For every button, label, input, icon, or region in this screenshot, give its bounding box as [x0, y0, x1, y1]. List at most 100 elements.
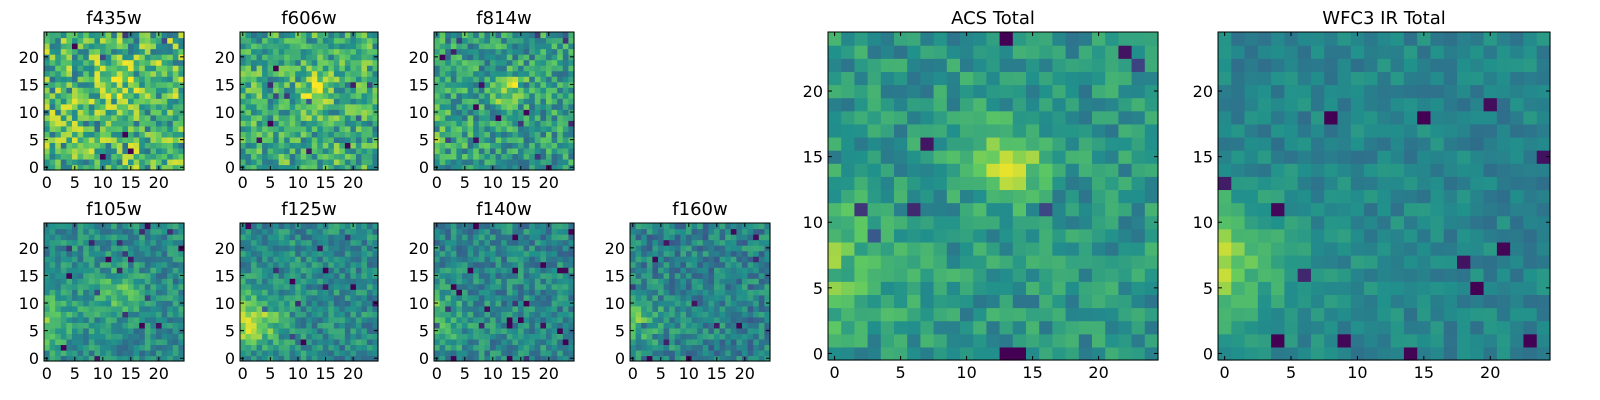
heatmap-cell: [251, 261, 258, 268]
heatmap-cell: [506, 81, 513, 88]
heatmap-cell: [445, 48, 452, 55]
heatmap-cell: [167, 131, 174, 138]
heatmap-cell: [245, 267, 252, 274]
heatmap-cell: [150, 76, 157, 83]
heatmap-cell: [1105, 281, 1119, 295]
heatmap-cell: [920, 281, 935, 295]
heatmap-cell: [94, 131, 101, 138]
heatmap-cell: [178, 70, 185, 77]
heatmap-cell: [94, 37, 101, 44]
x-tick-label: 10: [288, 364, 308, 383]
heatmap-cell: [920, 268, 935, 282]
heatmap-cell: [462, 120, 469, 127]
heatmap-cell: [111, 305, 118, 312]
heatmap-cell: [295, 131, 302, 138]
heatmap-cell: [540, 136, 547, 143]
heatmap-cell: [300, 261, 307, 268]
heatmap-cell: [144, 278, 151, 285]
heatmap-cell: [311, 158, 318, 166]
heatmap-cell: [641, 256, 648, 263]
heatmap-cell: [490, 54, 497, 61]
heatmap-cell: [267, 92, 274, 99]
heatmap-cell: [100, 54, 107, 61]
heatmap-cell: [506, 311, 513, 318]
heatmap-cell: [278, 327, 285, 334]
heatmap-cell: [1131, 346, 1146, 361]
heatmap-cell: [339, 136, 346, 143]
heatmap-cell: [66, 142, 73, 149]
heatmap-cell: [495, 289, 502, 296]
heatmap-cell: [333, 283, 340, 290]
heatmap-cell: [663, 250, 670, 257]
heatmap-cell: [557, 338, 564, 346]
heatmap-cell: [512, 300, 519, 307]
heatmap-cell: [139, 239, 146, 246]
heatmap-cell: [88, 250, 95, 257]
heatmap-cell: [960, 268, 974, 282]
heatmap-cell: [361, 289, 368, 296]
heatmap-cell: [764, 289, 771, 296]
heatmap-cell: [245, 81, 252, 88]
heatmap-cell: [907, 228, 921, 243]
heatmap-cell: [697, 283, 704, 290]
heatmap-cell: [311, 70, 318, 77]
heatmap-cell: [355, 131, 363, 138]
heatmap-cell: [540, 92, 547, 99]
heatmap-cell: [66, 114, 73, 121]
heatmap-cell: [372, 278, 379, 285]
heatmap-cell: [490, 256, 497, 263]
heatmap-cell: [1118, 307, 1133, 322]
heatmap-cell: [973, 202, 987, 217]
heatmap-cell: [262, 239, 269, 246]
heatmap-cell: [702, 250, 709, 257]
heatmap-cell: [306, 261, 313, 268]
heatmap-cell: [300, 245, 307, 252]
heatmap-cell: [907, 163, 921, 177]
heatmap-cell: [372, 261, 379, 268]
heatmap-cell: [1065, 307, 1080, 322]
heatmap-cell: [66, 294, 73, 301]
heatmap-cell: [100, 70, 107, 77]
heatmap-cell: [540, 250, 547, 257]
heatmap-cell: [256, 142, 263, 149]
heatmap-cell: [133, 322, 140, 329]
heatmap-cell: [284, 267, 291, 274]
heatmap-cell: [1052, 281, 1067, 295]
heatmap-cell: [322, 87, 329, 94]
heatmap-cell: [240, 256, 247, 263]
heatmap-cell: [355, 300, 363, 307]
x-tick-label: 10: [288, 173, 308, 192]
heatmap-cell: [456, 147, 463, 155]
heatmap-cell: [278, 54, 285, 61]
heatmap-cell: [295, 114, 302, 121]
heatmap-cell: [439, 158, 446, 166]
heatmap-cell: [122, 355, 129, 362]
heatmap-cell: [139, 272, 146, 279]
heatmap-cell: [167, 32, 174, 39]
heatmap-cell: [122, 300, 129, 307]
heatmap-cell: [568, 48, 575, 55]
heatmap-cell: [161, 98, 168, 105]
heatmap-cell: [445, 250, 452, 257]
heatmap-cell: [361, 311, 368, 318]
heatmap-cell: [467, 327, 474, 334]
heatmap-cell: [456, 344, 463, 351]
heatmap-cell: [122, 125, 129, 132]
heatmap-cell: [273, 153, 280, 160]
heatmap-cell: [289, 131, 296, 138]
heatmap-cell: [456, 76, 463, 83]
heatmap-cell: [355, 48, 363, 55]
heatmap-cell: [484, 245, 491, 252]
heatmap-cell: [973, 255, 987, 269]
heatmap-cell: [445, 228, 452, 235]
heatmap-cell: [251, 228, 258, 235]
heatmap-cell: [156, 43, 163, 50]
heatmap-cell: [841, 333, 855, 348]
heatmap-cell: [150, 267, 157, 274]
heatmap-cell: [88, 109, 95, 116]
heatmap-cell: [523, 338, 530, 346]
heatmap-cell: [523, 322, 530, 329]
heatmap-cell: [144, 344, 151, 351]
heatmap-cell: [49, 234, 56, 241]
heatmap-cell: [473, 164, 480, 171]
